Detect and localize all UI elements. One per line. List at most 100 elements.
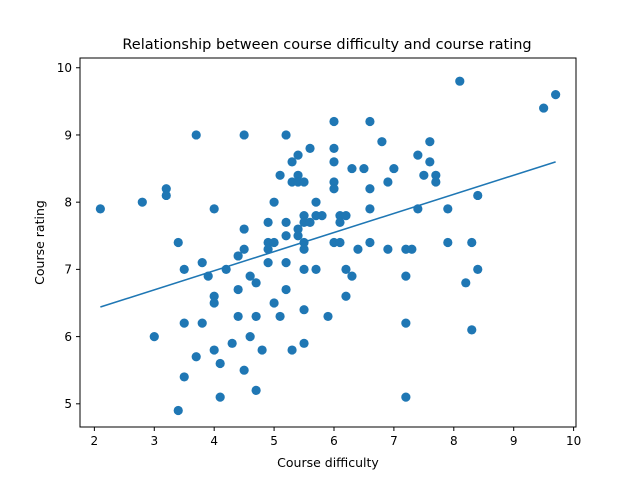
data-point [209, 204, 219, 214]
data-point [251, 311, 261, 322]
data-point [407, 244, 417, 254]
x-axis-ticks: 2 3 4 5 6 7 8 9 10 [91, 427, 581, 448]
data-point [335, 237, 345, 248]
x-tick-label: 7 [390, 434, 398, 448]
data-point [365, 237, 375, 248]
data-point [425, 137, 435, 147]
data-point [251, 385, 261, 395]
data-point [227, 338, 237, 348]
data-point [323, 311, 333, 322]
data-point [365, 184, 375, 194]
x-tick-label: 3 [150, 434, 158, 448]
data-point [347, 163, 357, 174]
data-point [299, 211, 309, 221]
data-point [311, 197, 321, 207]
data-point [329, 116, 339, 127]
data-point [305, 217, 315, 227]
data-point [431, 177, 441, 187]
data-point [359, 163, 369, 174]
data-point [209, 291, 219, 301]
data-point [293, 150, 303, 160]
data-point [251, 278, 261, 288]
data-point [401, 392, 411, 402]
data-point [431, 170, 441, 180]
data-point [233, 284, 243, 295]
x-tick-label: 10 [566, 434, 581, 448]
data-point [305, 143, 315, 153]
chart-title: Relationship between course difficulty a… [122, 37, 531, 53]
data-point [281, 231, 291, 241]
data-point [233, 251, 243, 261]
data-point [383, 244, 393, 254]
data-point [263, 258, 273, 268]
data-point [161, 184, 171, 194]
data-point [299, 305, 309, 315]
data-point [239, 130, 249, 140]
data-point [179, 318, 189, 328]
data-point [329, 157, 339, 167]
y-tick-label: 6 [64, 330, 72, 344]
data-point [245, 332, 255, 342]
data-point [551, 90, 561, 100]
data-point [377, 137, 387, 147]
data-point [317, 211, 327, 221]
data-point [197, 318, 207, 328]
data-point [269, 298, 279, 308]
x-axis-label: Course difficulty [277, 455, 379, 470]
data-point [341, 264, 351, 274]
y-tick-label: 8 [64, 195, 72, 209]
data-point [299, 338, 309, 348]
data-point [287, 157, 297, 167]
data-point [467, 325, 477, 335]
plot-area [79, 57, 577, 428]
data-point [401, 271, 411, 281]
data-point [239, 224, 249, 234]
y-axis-ticks: 5 6 7 8 9 10 [57, 61, 80, 411]
data-point [281, 130, 291, 140]
data-point [401, 318, 411, 328]
x-tick-label: 4 [210, 434, 218, 448]
data-point [275, 170, 285, 180]
data-point [461, 278, 471, 288]
data-point [281, 217, 291, 227]
data-point [365, 204, 375, 214]
data-point [191, 352, 201, 362]
data-point [233, 311, 243, 322]
data-point [269, 237, 279, 248]
data-point [329, 184, 339, 194]
data-point [299, 244, 309, 254]
data-point [389, 163, 399, 174]
y-tick-label: 5 [64, 397, 72, 411]
data-point [239, 244, 249, 254]
data-point [173, 405, 183, 416]
data-point [383, 177, 393, 187]
data-point [455, 76, 465, 86]
data-point [347, 271, 357, 281]
data-point [161, 190, 171, 201]
data-point [473, 190, 483, 201]
data-point [263, 244, 273, 254]
data-point [275, 311, 285, 322]
data-point [329, 143, 339, 153]
data-point [365, 116, 375, 127]
data-point [419, 170, 429, 180]
data-point [353, 244, 363, 254]
data-point [209, 345, 219, 355]
data-point [179, 264, 189, 274]
plot-frame [79, 57, 577, 428]
data-point [341, 211, 351, 221]
data-point [281, 284, 291, 295]
data-point [137, 197, 147, 207]
data-point [173, 237, 183, 248]
data-point [341, 291, 351, 301]
data-point [293, 170, 303, 180]
y-tick-label: 7 [64, 263, 72, 277]
x-tick-label: 6 [330, 434, 338, 448]
trend-line [100, 161, 556, 308]
x-tick-label: 5 [270, 434, 278, 448]
data-point [257, 345, 267, 355]
data-point [197, 258, 207, 268]
data-point [209, 298, 219, 308]
data-point [443, 204, 453, 214]
